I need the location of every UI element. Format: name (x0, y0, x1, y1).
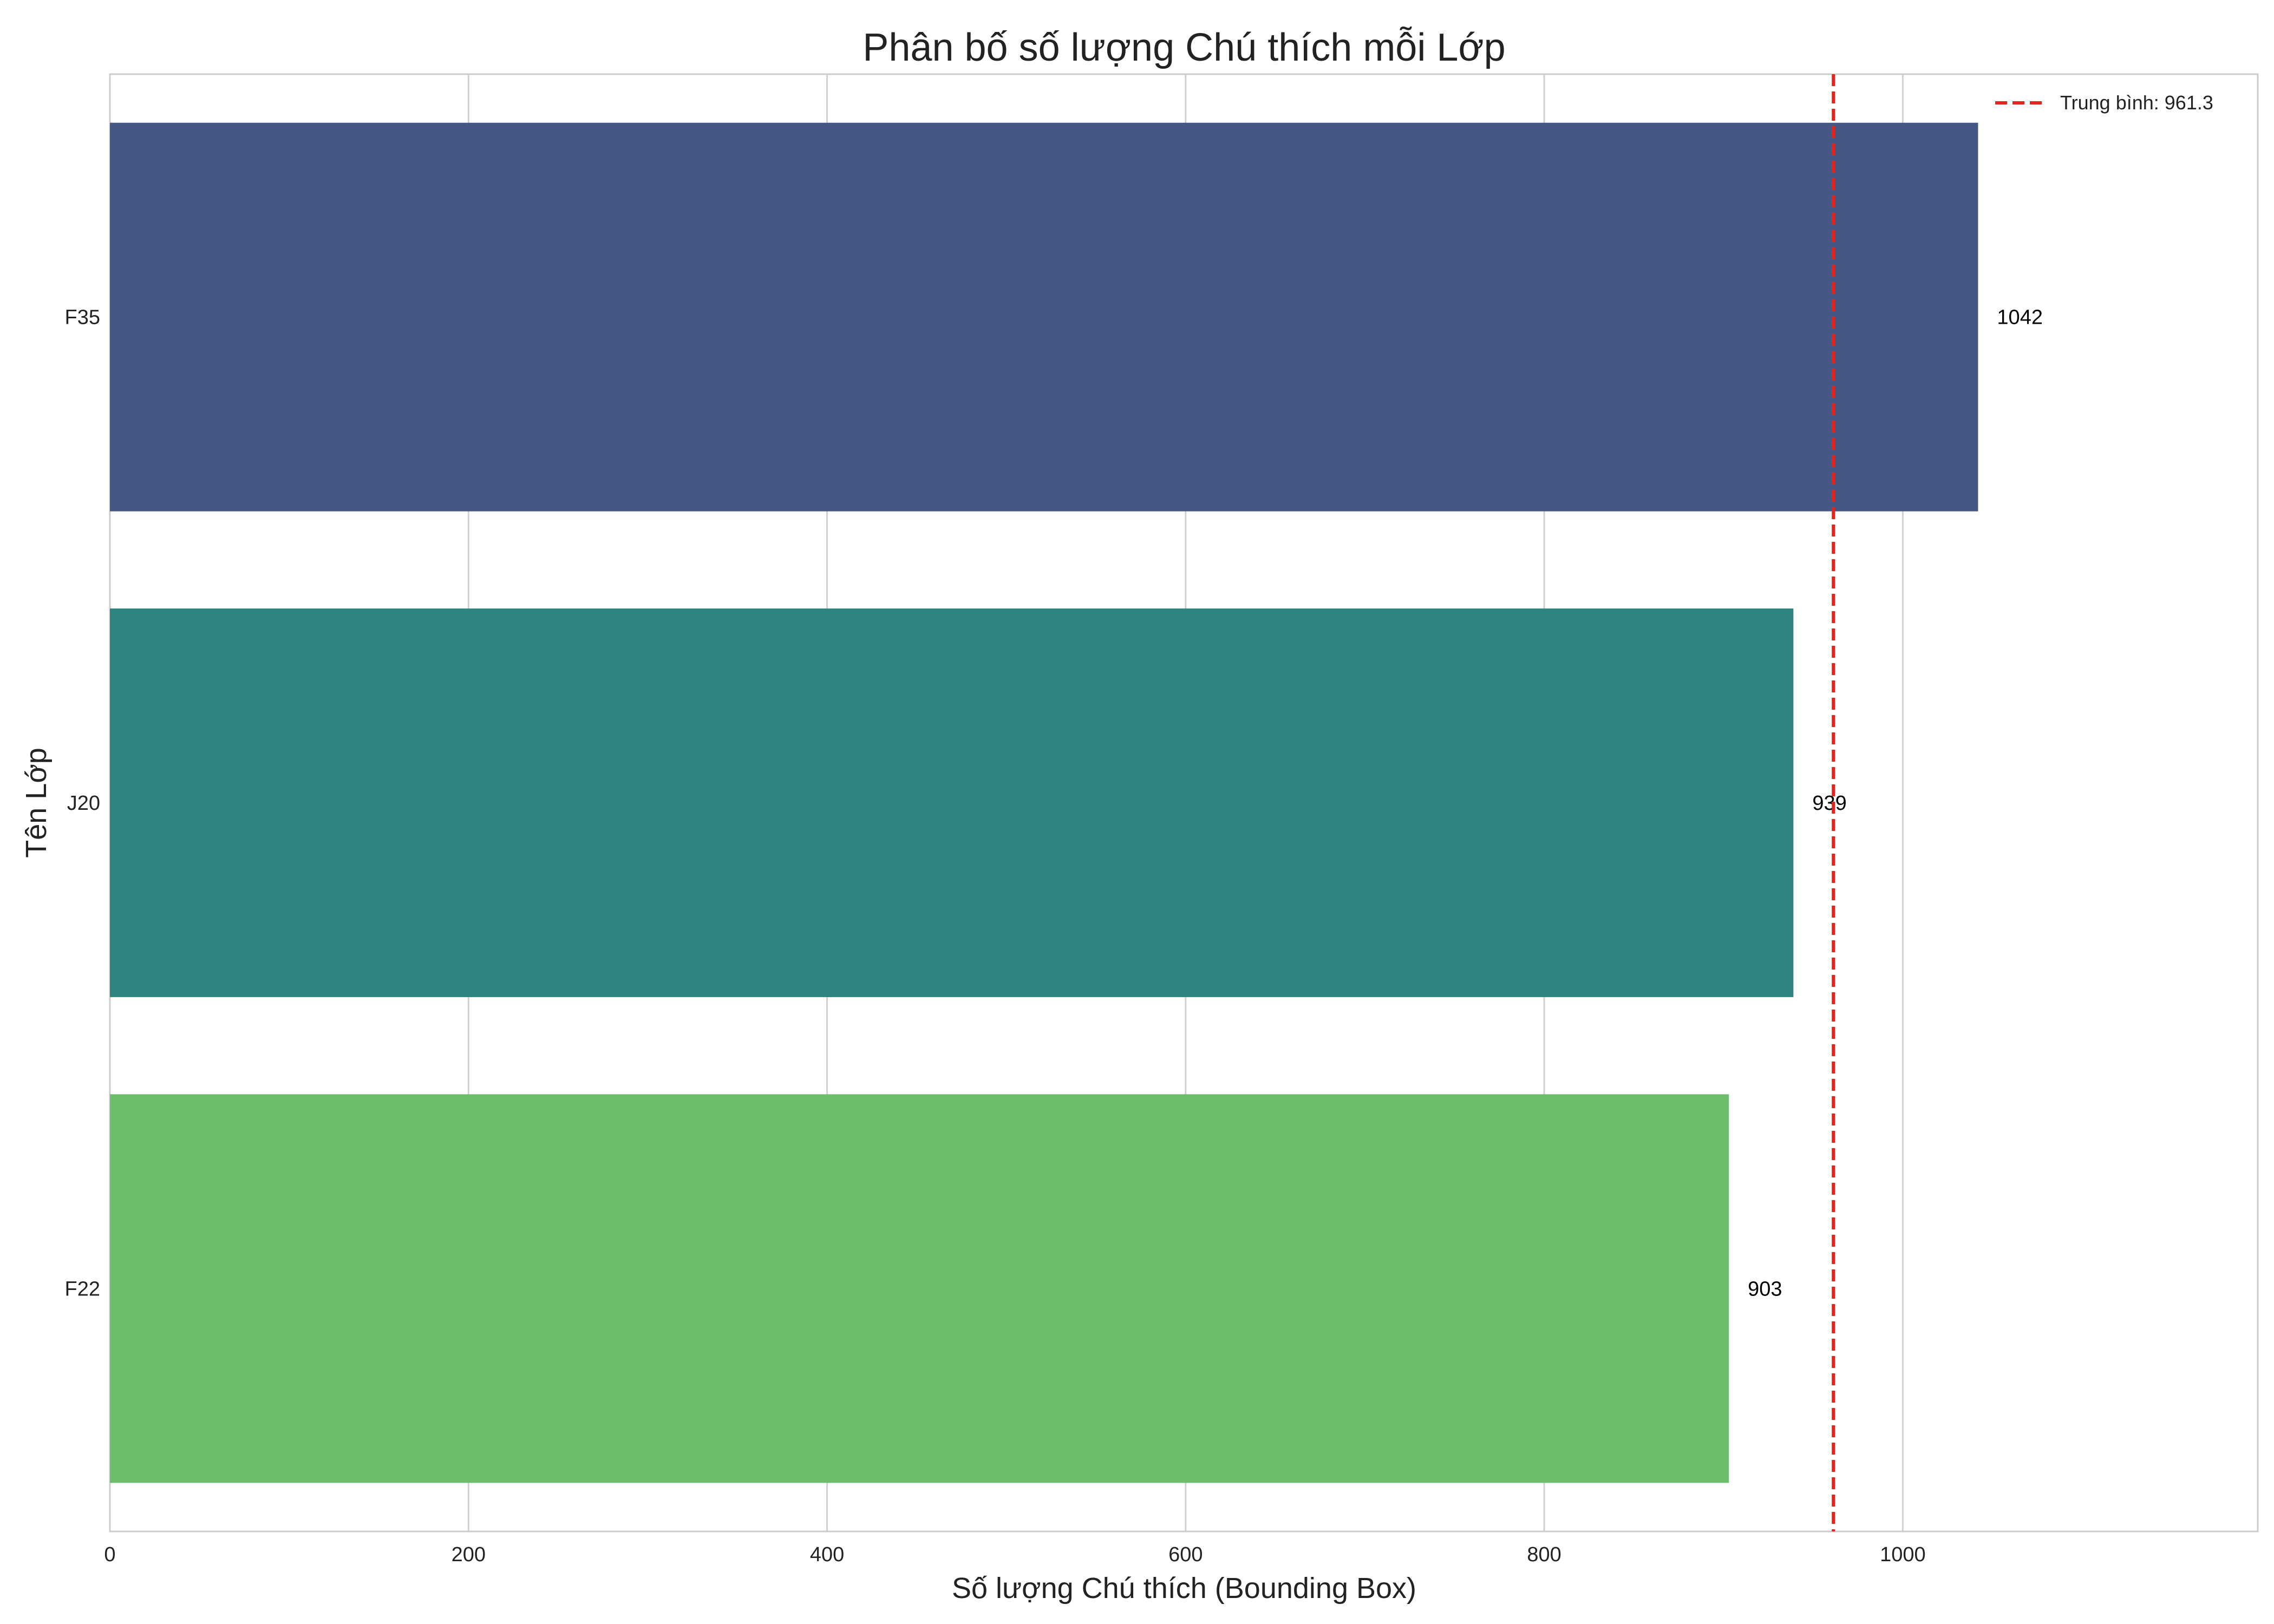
x-axis-ticks: 0 200 400 600 800 1000 (104, 1543, 1925, 1566)
y-tick-label-F35: F35 (65, 306, 100, 329)
value-labels: 1042 939 903 (1748, 306, 2043, 1301)
x-axis-label: Số lượng Chú thích (Bounding Box) (952, 1572, 1416, 1605)
value-label-F22: 903 (1748, 1278, 1782, 1300)
legend: Trung bình: 961.3 (1995, 91, 2213, 114)
value-label-F35: 1042 (1997, 306, 2043, 329)
x-tick-label-2: 400 (810, 1543, 844, 1566)
x-tick-label-1: 200 (452, 1543, 486, 1566)
x-tick-label-5: 1000 (1880, 1543, 1926, 1566)
bars (110, 122, 1978, 1483)
bar-F22 (110, 1094, 1729, 1483)
x-tick-label-4: 800 (1527, 1543, 1561, 1566)
y-tick-label-J20: J20 (67, 792, 100, 815)
x-tick-label-3: 600 (1168, 1543, 1203, 1566)
chart-title: Phân bố số lượng Chú thích mỗi Lớp (862, 26, 1505, 69)
bar-J20 (110, 608, 1794, 997)
legend-entry-mean: Trung bình: 961.3 (2060, 91, 2213, 114)
value-label-J20: 939 (1812, 792, 1846, 815)
y-axis-label: Tên Lớp (20, 748, 53, 858)
x-tick-label-0: 0 (104, 1543, 115, 1566)
y-axis-ticks: F35 J20 F22 (65, 306, 100, 1301)
bar-F35 (110, 122, 1978, 512)
y-tick-label-F22: F22 (65, 1278, 100, 1300)
